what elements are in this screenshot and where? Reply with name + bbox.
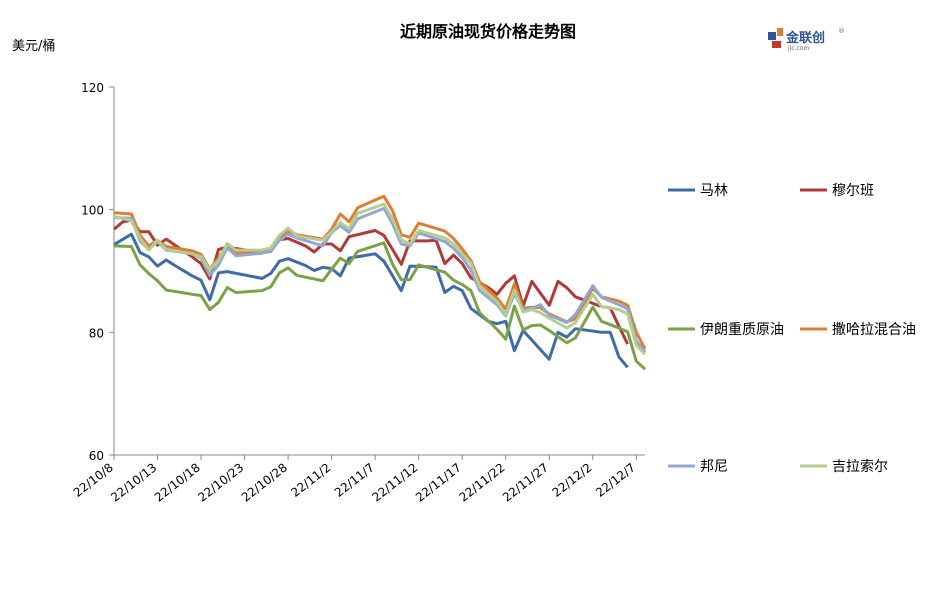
y-tick-label: 120	[81, 81, 104, 95]
y-tick-label: 100	[81, 204, 104, 218]
legend-label: 穆尔班	[832, 183, 874, 199]
legend-label: 吉拉索尔	[832, 458, 888, 475]
series-line	[113, 202, 647, 356]
y-tick-label: 80	[89, 326, 104, 340]
legend-label: 伊朗重质原油	[700, 322, 784, 338]
logo-sub: jlc.com	[787, 45, 810, 52]
y-tick-label: 60	[89, 449, 104, 463]
x-tick-label: 22/11/12	[369, 460, 420, 504]
x-tick-label: 22/11/22	[456, 460, 507, 504]
series-line	[113, 241, 647, 371]
legend-label: 撒哈拉混合油	[832, 322, 916, 338]
logo-registered: ®	[838, 27, 845, 35]
x-ticks: 22/10/822/10/1322/10/1822/10/2322/10/282…	[71, 455, 638, 505]
y-ticks: 60 80 100 120	[81, 81, 114, 463]
chart-title: 近期原油现货价格走势图	[400, 22, 576, 41]
x-tick-label: 22/11/27	[500, 460, 551, 504]
x-tick-label: 22/10/23	[195, 460, 246, 504]
series-lines	[113, 194, 647, 371]
x-tick-label: 22/12/7	[593, 460, 638, 500]
x-tick-label: 22/10/13	[108, 460, 159, 504]
brand-logo: 金联创 jlc.com ®	[768, 27, 845, 52]
x-tick-label: 22/11/2	[288, 460, 333, 500]
logo-mark-orange	[777, 28, 783, 36]
series-line	[113, 206, 647, 353]
legend-label: 马林	[700, 183, 728, 199]
x-tick-label: 22/12/2	[550, 460, 595, 500]
logo-mark-blue	[768, 32, 776, 40]
logo-mark-red	[772, 41, 781, 48]
x-tick-label: 22/10/18	[152, 460, 203, 504]
x-tick-label: 22/10/28	[239, 460, 290, 504]
y-unit-label: 美元/桶	[12, 39, 55, 54]
plot-area: 60 80 100 120 22/10/822/10/1322/10/1822/10/…	[71, 81, 647, 505]
series-line	[113, 218, 629, 345]
logo-name: 金联创	[785, 30, 825, 46]
x-tick-label: 22/11/17	[413, 460, 464, 504]
legend-label: 邦尼	[700, 459, 728, 475]
series-line	[113, 232, 629, 369]
